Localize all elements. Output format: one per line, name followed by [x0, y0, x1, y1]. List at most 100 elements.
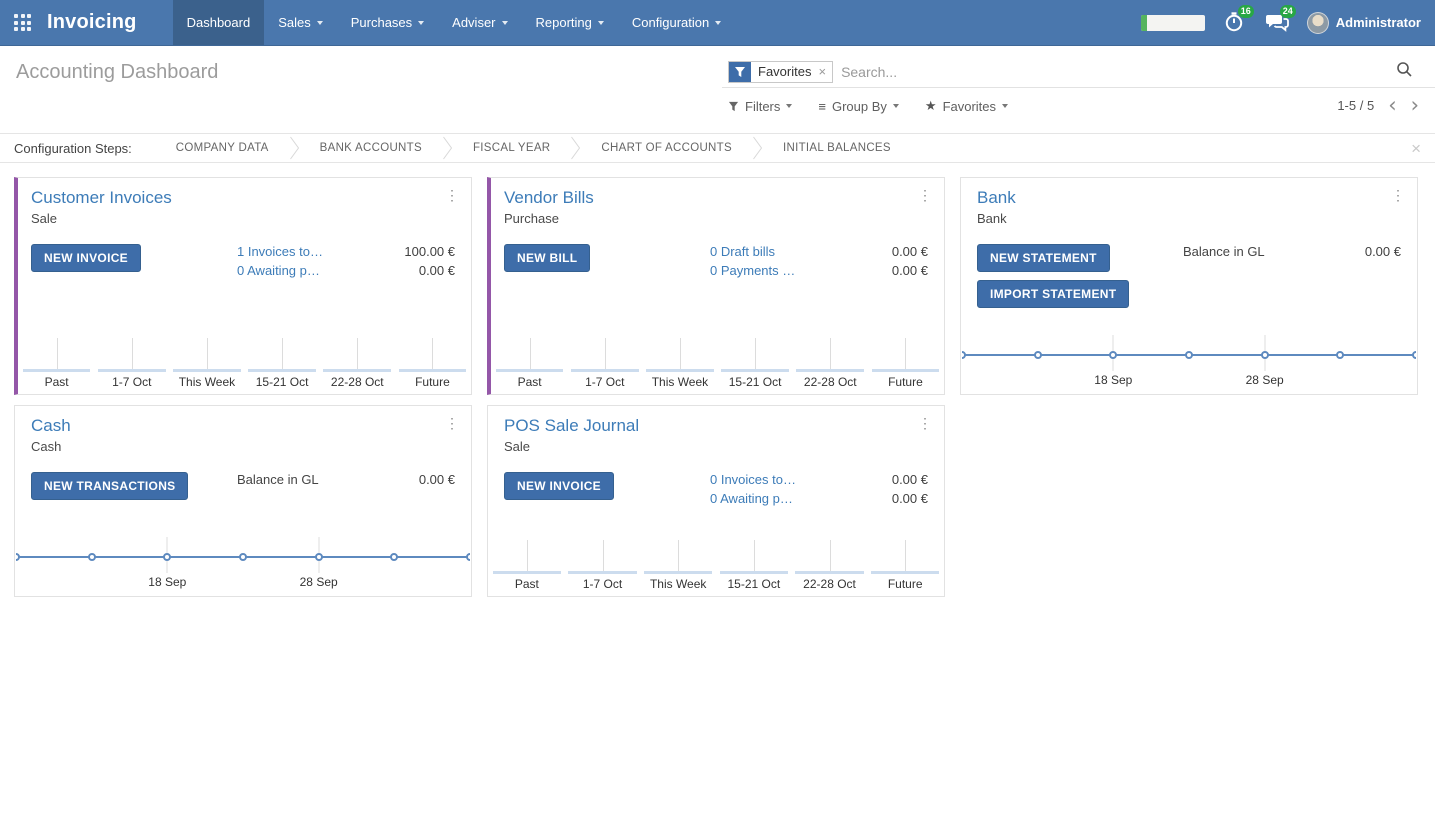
amount-value: 0.00 € [418, 472, 455, 487]
menu-adviser[interactable]: Adviser [438, 0, 521, 45]
step-fiscal-year[interactable]: FISCAL YEAR [472, 142, 551, 154]
search-input[interactable] [833, 63, 1396, 80]
username: Administrator [1335, 15, 1421, 30]
card-vendor-bills: ⋮ Vendor Bills Purchase NEW BILL 0 Draft… [487, 177, 945, 395]
filter-funnel-icon [729, 61, 751, 82]
search-buttons-row: Filters ≡ Group By ★ Favorites [728, 98, 1009, 114]
bar-chart-x-labels: Past 1-7 Oct This Week 15-21 Oct 22-28 O… [44, 375, 450, 389]
step-company-data[interactable]: COMPANY DATA [175, 142, 269, 154]
amount-value: 0.00 € [1364, 244, 1401, 259]
facet-label: Favorites [758, 64, 812, 79]
card-subtitle: Sale [31, 211, 58, 226]
page-title: Accounting Dashboard [16, 61, 219, 83]
top-navbar: Invoicing Dashboard Sales Purchases Advi… [0, 0, 1435, 46]
step-initial-balances[interactable]: INITIAL BALANCES [782, 142, 891, 154]
avatar [1306, 11, 1329, 34]
new-transactions-button[interactable]: NEW TRANSACTIONS [31, 472, 189, 500]
step-bank-accounts[interactable]: BANK ACCOUNTS [319, 142, 422, 154]
facet-remove-icon[interactable]: × [818, 64, 827, 79]
app-brand[interactable]: Invoicing [47, 11, 137, 33]
chevron-down-icon [715, 20, 722, 25]
main-menu: Dashboard Sales Purchases Adviser Report… [172, 0, 736, 45]
messages-chat-icon[interactable]: 24 [1265, 4, 1296, 35]
invoices-to-validate-link[interactable]: 0 Invoices to… [710, 472, 796, 487]
card-subtitle: Bank [977, 211, 1007, 226]
card-pos-sale-journal: ⋮ POS Sale Journal Sale NEW INVOICE 0 In… [487, 405, 945, 597]
pager-next-icon[interactable]: › [1410, 93, 1419, 117]
control-panel: Accounting Dashboard Favorites × Filters… [0, 46, 1435, 133]
search-view: Favorites × [722, 56, 1435, 88]
amount-value: 0.00 € [891, 472, 928, 487]
favorites-button[interactable]: ★ Favorites [925, 98, 1009, 114]
apps-grid-icon[interactable] [14, 14, 31, 31]
menu-dashboard[interactable]: Dashboard [172, 0, 265, 45]
kebab-menu-icon[interactable]: ⋮ [918, 415, 932, 431]
bar-chart-x-labels: Past 1-7 Oct This Week 15-21 Oct 22-28 O… [514, 577, 923, 591]
amount-value: 0.00 € [891, 263, 928, 278]
search-facet-favorites: Favorites × [728, 60, 834, 83]
chevron-down-icon [597, 20, 604, 25]
chevron-down-icon [1002, 104, 1009, 108]
card-bank: ⋮ Bank Bank NEW STATEMENT IMPORT STATEME… [960, 177, 1418, 395]
kebab-menu-icon[interactable]: ⋮ [445, 415, 459, 431]
journal-bar-chart: Past 1-7 Oct This Week 15-21 Oct 22-28 O… [488, 536, 944, 596]
config-steps: COMPANY DATA BANK ACCOUNTS FISCAL YEAR C… [156, 135, 911, 161]
new-invoice-button[interactable]: NEW INVOICE [31, 244, 141, 272]
close-icon[interactable]: × [1411, 138, 1421, 158]
import-statement-button[interactable]: IMPORT STATEMENT [977, 280, 1130, 308]
chevron-right-icon [442, 135, 453, 161]
awaiting-payments-link[interactable]: 0 Awaiting p… [710, 491, 793, 506]
config-steps-label: Configuration Steps: [14, 140, 132, 156]
group-by-button[interactable]: ≡ Group By [818, 99, 899, 114]
amount-value: 0.00 € [418, 263, 455, 278]
amount-value: 0.00 € [891, 244, 928, 259]
new-invoice-button[interactable]: NEW INVOICE [504, 472, 614, 500]
activity-clock-icon[interactable]: 16 [1223, 4, 1254, 35]
filters-button[interactable]: Filters [728, 99, 793, 114]
journal-line-chart: 18 Sep 28 Sep [961, 331, 1417, 394]
card-title[interactable]: Bank [977, 188, 1016, 207]
menu-purchases[interactable]: Purchases [337, 0, 438, 45]
card-title[interactable]: Cash [31, 416, 71, 435]
kebab-menu-icon[interactable]: ⋮ [1391, 187, 1405, 203]
card-cash: ⋮ Cash Cash NEW TRANSACTIONS Balance in … [14, 405, 472, 597]
card-customer-invoices: ⋮ Customer Invoices Sale NEW INVOICE 1 I… [14, 177, 472, 395]
menu-sales[interactable]: Sales [264, 0, 337, 45]
kebab-menu-icon[interactable]: ⋮ [445, 187, 459, 203]
chevron-down-icon [418, 20, 425, 25]
line-chart-x-labels: 18 Sep 28 Sep [1094, 373, 1284, 387]
amount-value: 0.00 € [891, 491, 928, 506]
pager-previous-icon[interactable]: ‹ [1388, 93, 1397, 117]
chevron-down-icon [892, 104, 899, 108]
messages-count-badge: 24 [1279, 4, 1296, 18]
usage-progress-bar [1140, 14, 1205, 31]
card-title[interactable]: Vendor Bills [504, 188, 594, 207]
list-lines-icon: ≡ [818, 98, 826, 114]
journal-bar-chart: Past 1-7 Oct This Week 15-21 Oct 22-28 O… [18, 334, 471, 394]
kebab-menu-icon[interactable]: ⋮ [918, 187, 932, 203]
line-chart-x-labels: 18 Sep 28 Sep [148, 575, 338, 589]
pager: 1-5 / 5 ‹ › [1337, 93, 1419, 117]
draft-bills-link[interactable]: 0 Draft bills [710, 244, 776, 259]
card-subtitle: Cash [31, 439, 62, 454]
balance-label: Balance in GL [1183, 244, 1265, 259]
pager-range[interactable]: 1-5 / 5 [1337, 97, 1375, 113]
configuration-steps-bar: Configuration Steps: COMPANY DATA BANK A… [0, 133, 1435, 163]
chevron-right-icon [570, 135, 581, 161]
chevron-down-icon [501, 20, 508, 25]
awaiting-payments-link[interactable]: 0 Awaiting p… [237, 263, 320, 278]
user-menu[interactable]: Administrator [1306, 11, 1421, 34]
new-statement-button[interactable]: NEW STATEMENT [977, 244, 1110, 272]
new-bill-button[interactable]: NEW BILL [504, 244, 591, 272]
payments-link[interactable]: 0 Payments … [710, 263, 796, 278]
step-chart-of-accounts[interactable]: CHART OF ACCOUNTS [601, 142, 732, 154]
menu-reporting[interactable]: Reporting [522, 0, 618, 45]
card-title[interactable]: POS Sale Journal [504, 416, 640, 435]
filter-funnel-icon [728, 101, 739, 111]
search-icon[interactable] [1396, 61, 1413, 83]
card-title[interactable]: Customer Invoices [31, 188, 172, 207]
invoices-to-validate-link[interactable]: 1 Invoices to… [237, 244, 323, 259]
menu-configuration[interactable]: Configuration [618, 0, 735, 45]
chevron-down-icon [786, 104, 793, 108]
balance-label: Balance in GL [237, 472, 319, 487]
